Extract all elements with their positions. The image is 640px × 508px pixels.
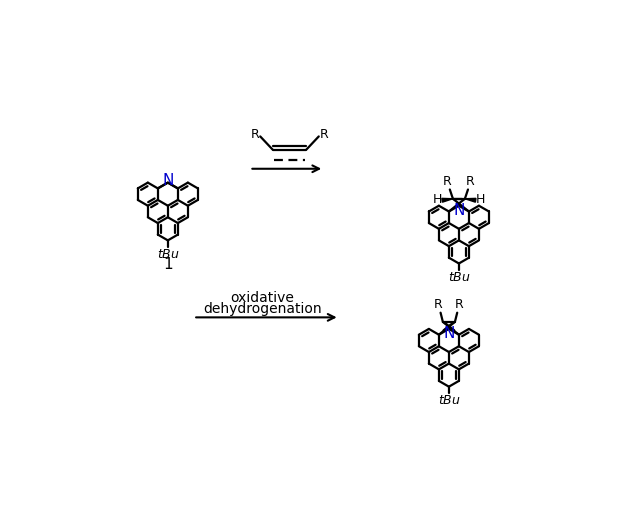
Text: R: R [250, 129, 259, 141]
Polygon shape [442, 198, 453, 202]
Text: H: H [433, 193, 442, 206]
Text: dehydrogenation: dehydrogenation [204, 302, 322, 316]
Text: oxidative: oxidative [230, 291, 294, 305]
Text: R: R [466, 175, 475, 188]
Polygon shape [465, 198, 476, 202]
Text: 1: 1 [163, 257, 173, 272]
Text: $t$Bu: $t$Bu [448, 271, 471, 284]
Text: $t$Bu: $t$Bu [438, 394, 461, 407]
Text: N: N [162, 173, 173, 188]
Text: N: N [444, 326, 454, 341]
Text: R: R [320, 129, 328, 141]
Text: R: R [434, 299, 443, 311]
Text: $t$Bu: $t$Bu [157, 248, 180, 261]
Text: H: H [476, 193, 485, 206]
Text: N: N [453, 203, 465, 218]
Text: R: R [443, 175, 452, 188]
Text: R: R [455, 299, 464, 311]
